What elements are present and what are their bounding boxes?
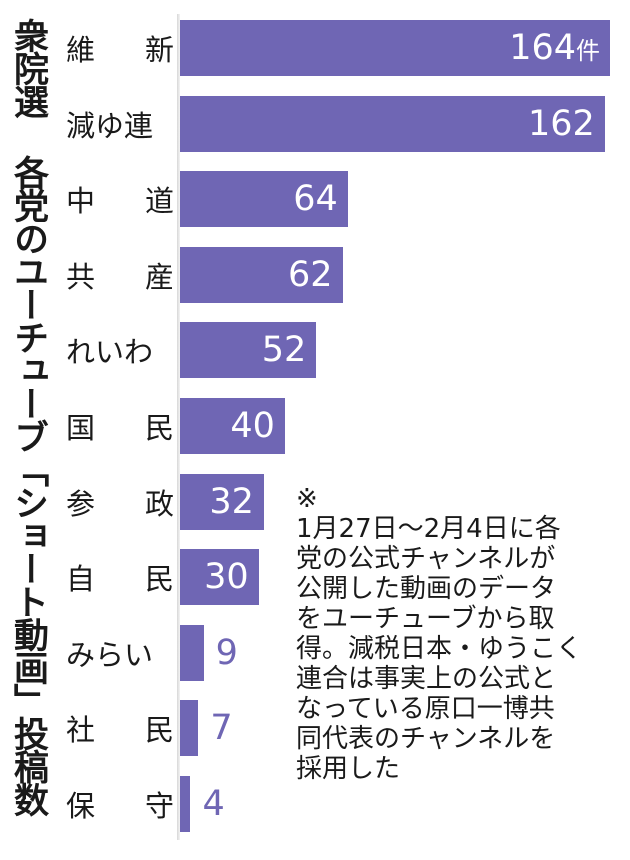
category-label: 中道 [66,184,174,219]
bar [180,398,285,454]
category-label: 国民 [66,411,174,445]
unit-label: 件 [576,37,600,65]
chart-title: 衆院選 各党のユーチューブ「ショート動画」投稿数 [8,18,48,815]
category-label: みらい [66,637,154,672]
bar [180,700,199,757]
bar [180,171,348,228]
category-label: 参政 [66,486,174,521]
bar [180,549,259,606]
footnote-line: 党の公式チャンネルが [296,544,556,574]
value-label: 4 [202,784,225,824]
bar [180,20,610,76]
footnote-line: 得。減税日本・ゆうこく [296,634,583,664]
category-label: 保守 [66,789,174,823]
value-label: 40 [230,406,275,446]
category-label: 減ゆ連 [66,108,154,143]
footnote-mark: ※ [296,484,318,514]
bar [180,246,343,303]
value-label: 52 [261,330,307,371]
bar-row: 自民 30 [0,547,630,607]
category-label: 自民 [66,562,174,597]
bar-row: 減ゆ連 162 [0,94,630,154]
footnote-line: 公開した動画のデータ [296,574,557,604]
bar [180,322,317,379]
value-label: 162 [527,103,595,144]
value-label: 30 [204,557,249,598]
bar-row: 保守 4 [0,774,630,834]
footnote: ※ 1月27日～2月4日に各 党の公式チャンネルが 公開した動画のデータ をユーチュー… [296,484,616,784]
bar-row: 共産 62 [0,245,630,305]
category-label: 社民 [66,713,174,748]
bar-row: みらい 9 [0,623,630,683]
footnote-line: 同代表のチャンネルを [296,724,556,754]
footnote-line: 1月27日～2月4日に各 [296,514,561,544]
value-label: 7 [210,708,233,749]
bar-row: れいわ 52 [0,320,630,380]
category-label: 維新 [66,33,174,67]
bar-row: 中道 64 [0,169,630,229]
footnote-line: をユーチューブから取 [296,604,555,634]
value-label: 164件 [509,28,600,68]
footnote-text: 1月27日～2月4日に各 党の公式チャンネルが 公開した動画のデータ をユーチューブか… [296,514,616,784]
bar [180,776,191,832]
value-label: 64 [293,179,338,220]
category-label: れいわ [66,335,154,370]
value-label: 9 [215,632,238,673]
footnote-line: 採用した [296,754,401,784]
bar [180,95,605,152]
value-label: 32 [209,481,254,522]
bar [180,473,264,530]
value-label: 62 [288,254,333,295]
bar-row: 参政 32 [0,472,630,532]
bar-row: 維新 164件 [0,18,630,78]
footnote-line: なっている原口一博共 [296,694,555,724]
category-label: 共産 [66,259,174,294]
category-axis-line [177,14,180,840]
footnote-line: 連合は事実上の公式と [296,664,557,694]
bar-row: 社民 7 [0,698,630,758]
bar [180,624,204,681]
bar-row: 国民 40 [0,396,630,456]
